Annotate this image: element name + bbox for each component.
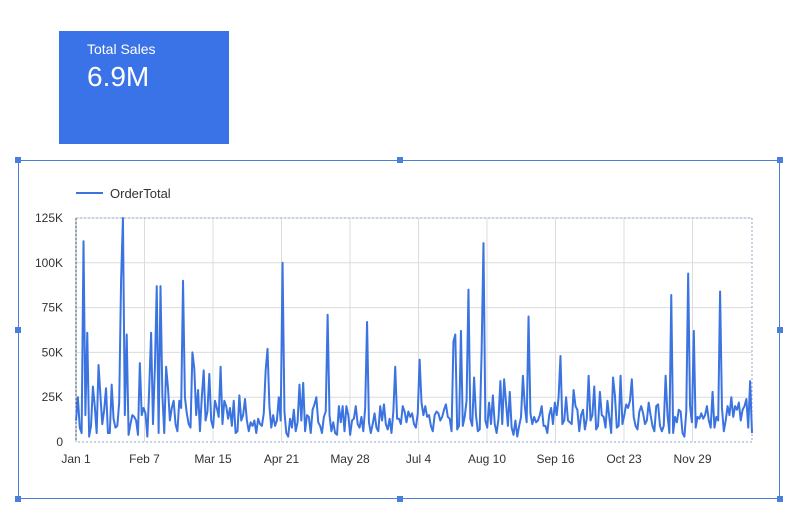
x-tick-label: Sep 16 xyxy=(536,452,574,466)
x-tick-label: Jul 4 xyxy=(406,452,432,466)
x-tick-label: Aug 10 xyxy=(468,452,506,466)
resize-handle-top-right[interactable] xyxy=(777,157,783,163)
x-tick-label: Oct 23 xyxy=(606,452,642,466)
scorecard-value: 6.9M xyxy=(87,61,150,92)
x-tick-label: Apr 21 xyxy=(264,452,300,466)
x-tick-label: Mar 15 xyxy=(194,452,232,466)
y-tick-label: 50K xyxy=(42,345,63,359)
y-tick-label: 100K xyxy=(35,256,63,270)
y-axis: 0 25K 50K 75K 100K 125K xyxy=(35,211,63,449)
legend-label-ordertotal: OrderTotal xyxy=(110,186,171,201)
legend[interactable]: OrderTotal xyxy=(76,186,171,201)
resize-handle-top-left[interactable] xyxy=(15,157,21,163)
resize-handle-bottom-left[interactable] xyxy=(15,496,21,502)
y-tick-label: 0 xyxy=(56,435,63,449)
y-tick-label: 125K xyxy=(35,211,63,225)
x-axis: Jan 1 Feb 7 Mar 15 Apr 21 May 28 Jul 4 Aug 10 S… xyxy=(61,452,712,466)
total-sales-scorecard[interactable]: Total Sales 6.9M xyxy=(59,31,229,144)
x-tick-label: Feb 7 xyxy=(129,452,160,466)
x-tick-label: Jan 1 xyxy=(61,452,91,466)
x-tick-label: May 28 xyxy=(330,452,370,466)
resize-handle-bottom-center[interactable] xyxy=(397,496,403,502)
resize-handle-middle-left[interactable] xyxy=(15,327,21,333)
x-tick-label: Nov 29 xyxy=(673,452,711,466)
y-tick-label: 75K xyxy=(42,301,63,315)
resize-handle-bottom-right[interactable] xyxy=(777,496,783,502)
series-line-ordertotal[interactable] xyxy=(75,217,753,438)
plot-area-border xyxy=(75,217,753,443)
resize-handle-middle-right[interactable] xyxy=(777,327,783,333)
resize-handle-top-center[interactable] xyxy=(397,157,403,163)
chart-grid xyxy=(75,217,752,442)
y-tick-label: 25K xyxy=(42,390,63,404)
scorecard-label: Total Sales xyxy=(87,41,156,57)
